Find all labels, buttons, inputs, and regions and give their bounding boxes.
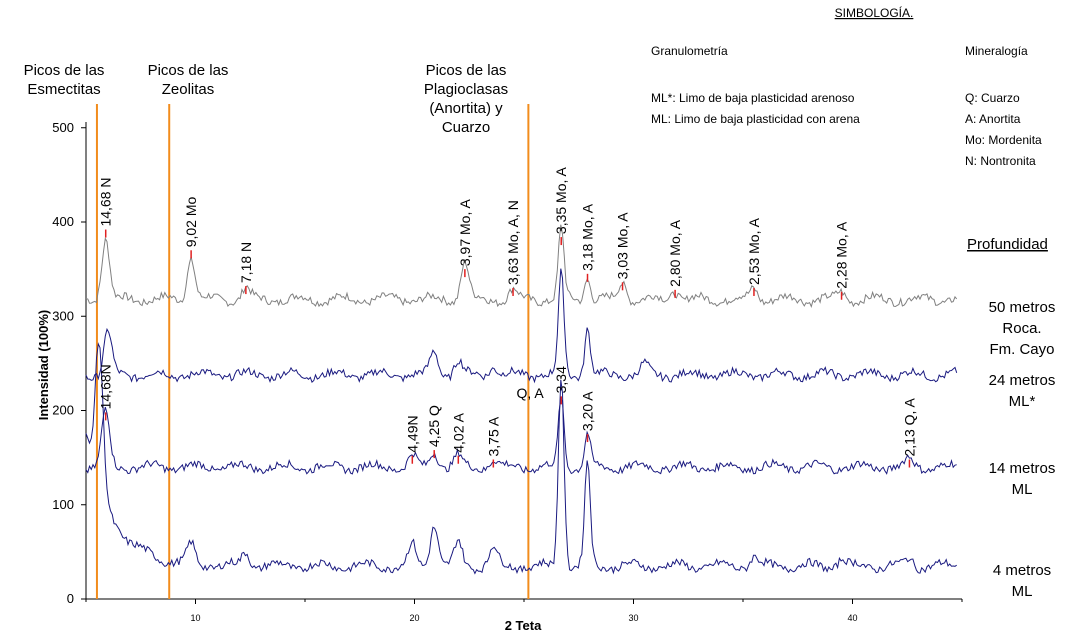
axes: 0 100 200 300 400 500 10 20 30 40 xyxy=(52,120,963,623)
marker-line-label: Zeolitas xyxy=(162,81,215,98)
peak-label-50m: 9,02 Mo xyxy=(183,196,199,247)
x-tick-label: 30 xyxy=(628,613,638,623)
peak-label-14m: 3,34 xyxy=(553,366,569,393)
x-tick-label: 10 xyxy=(190,613,200,623)
granulometria-title: Granulometría xyxy=(651,44,728,58)
mineralogia-item: Mo: Mordenita xyxy=(965,133,1042,147)
mineralogia-item: N: Nontronita xyxy=(965,154,1036,168)
marker-line-label: Plagioclasas xyxy=(424,81,508,98)
legend: SIMBOLOGÍA. Granulometría ML*: Limo de baj… xyxy=(651,5,1048,253)
y-axis-label: Intensidad (100%) xyxy=(36,310,51,421)
y-tick-label: 0 xyxy=(67,591,74,606)
series-depth-label: ML xyxy=(1012,583,1033,600)
granulometria-item: ML*: Limo de baja plasticidad arenoso xyxy=(651,91,855,105)
series-line xyxy=(85,397,957,475)
peak-label-14m: 4,25 Q xyxy=(426,405,442,447)
peak-label-14m: 14,68N xyxy=(98,364,114,409)
marker-line-label: Picos de las xyxy=(148,62,229,79)
y-tick-label: 300 xyxy=(52,308,74,323)
marker-line-label: (Anortita) y xyxy=(429,100,503,117)
depth-title: Profundidad xyxy=(967,236,1048,253)
series-depth-label: Roca. xyxy=(1002,320,1041,337)
series-line xyxy=(85,224,958,308)
extra-peak-label: Q, A xyxy=(516,385,544,401)
series-line xyxy=(85,342,957,575)
series-depth-label: 4 metros xyxy=(993,562,1051,579)
series-depth-label: 50 metros xyxy=(989,299,1056,316)
granulometria-item: ML: Limo de baja plasticidad con arena xyxy=(651,112,860,126)
series-depth-label: ML xyxy=(1012,481,1033,498)
series-line xyxy=(85,268,958,384)
peak-label-50m: 3,35 Mo, A xyxy=(553,166,569,234)
x-tick-label: 20 xyxy=(409,613,419,623)
peak-label-14m: 2,13 Q, A xyxy=(901,397,917,456)
mineralogia-title: Mineralogía xyxy=(965,44,1028,58)
peak-label-50m: 3,63 Mo, A, N xyxy=(505,200,521,285)
marker-line-label: Picos de las xyxy=(24,62,105,79)
diffractogram-series: 50 metros Roca. Fm. Cayo 24 metros ML* 14 met… xyxy=(85,224,1056,600)
y-tick-label: 100 xyxy=(52,497,74,512)
peak-label-50m: 14,68 N xyxy=(98,177,114,226)
peak-label-50m: 3,18 Mo, A xyxy=(580,203,596,271)
peak-label-50m: 2,28 Mo, A xyxy=(834,221,850,289)
x-axis-label: 2 Teta xyxy=(505,618,542,633)
y-tick-label: 400 xyxy=(52,214,74,229)
marker-line-label: Esmectitas xyxy=(27,81,100,98)
peak-label-14m: 4,02 A xyxy=(450,412,466,452)
series-depth-label: 24 metros xyxy=(989,372,1056,389)
legend-title: SIMBOLOGÍA. xyxy=(835,5,914,20)
series-depth-label: ML* xyxy=(1009,393,1036,410)
peak-labels: 14,68 N 9,02 Mo 7,18 N 3,97 Mo, A 3,63 Mo, A… xyxy=(98,166,917,468)
y-tick-label: 500 xyxy=(52,120,74,135)
peak-label-50m: 3,03 Mo, A xyxy=(615,212,631,280)
peak-label-50m: 7,18 N xyxy=(238,242,254,283)
peak-label-14m: 3,20 A xyxy=(580,391,596,431)
series-depth-label: Fm. Cayo xyxy=(989,341,1054,358)
peak-label-14m: 4,49N xyxy=(404,415,420,452)
peak-label-50m: 2,80 Mo, A xyxy=(667,219,683,287)
peak-label-50m: 2,53 Mo, A xyxy=(746,217,762,285)
mineralogia-item: A: Anortita xyxy=(965,112,1021,126)
series-depth-label: 14 metros xyxy=(989,460,1056,477)
mineralogia-item: Q: Cuarzo xyxy=(965,91,1020,105)
y-tick-label: 200 xyxy=(52,403,74,418)
marker-line-label: Cuarzo xyxy=(442,119,490,136)
peak-label-14m: 3,75 A xyxy=(485,416,501,456)
peak-label-50m: 3,97 Mo, A xyxy=(457,199,473,267)
marker-line-label: Picos de las xyxy=(426,62,507,79)
x-tick-label: 40 xyxy=(847,613,857,623)
mineral-marker-lines: Picos de las Esmectitas Picos de las Zeolit… xyxy=(24,62,530,599)
